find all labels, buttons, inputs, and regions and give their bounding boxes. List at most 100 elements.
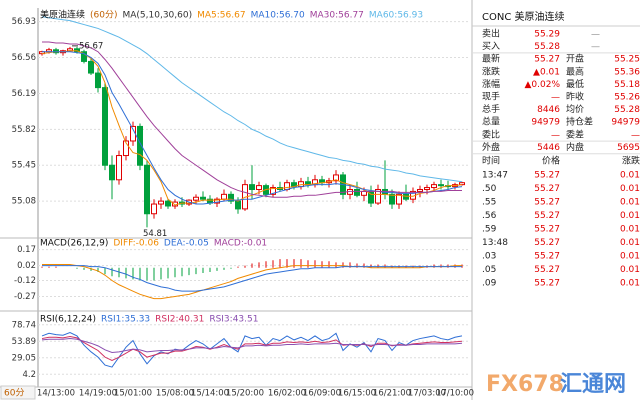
quote-value: 55.25 (614, 55, 640, 65)
legend-entry: MA60:56.93 (369, 11, 423, 21)
y-tick-label: 56.93 (12, 17, 36, 27)
candle-body (431, 184, 437, 189)
period-selector[interactable] (0, 385, 36, 400)
legend-entry: MA10:56.70 (251, 11, 305, 21)
candle-body (228, 193, 234, 202)
quote-value: 94979 (531, 118, 560, 128)
chart-subtitle: (60分) (90, 10, 117, 21)
candle-body (95, 72, 101, 89)
x-tick-label: 14/13:00 (37, 389, 75, 399)
candle-body (151, 203, 157, 215)
x-tick-label: 15/14:00 (191, 389, 229, 399)
x-tick-label: 17/03:00 (408, 389, 446, 399)
legend-entry: RSI3:43.51 (209, 315, 258, 325)
trade-time: 13:48 (482, 238, 508, 248)
quote-value: 55.29 (534, 30, 560, 40)
trade-time: .03 (482, 252, 496, 262)
trade-value: 0.01 (620, 211, 640, 221)
quote-label: 卖出 (482, 28, 500, 40)
quote-label: 均价 (566, 103, 584, 115)
candle-body (193, 196, 199, 201)
y-tick-label: 55.45 (12, 161, 36, 171)
trade-value: 0.01 (620, 198, 640, 208)
quote-label: 涨跌 (482, 66, 500, 77)
candle-body (81, 51, 87, 62)
candle-body (109, 164, 115, 181)
candle-body (424, 187, 430, 190)
trade-time: .05 (482, 265, 496, 275)
chart-title: MACD(26,12,9) (40, 239, 108, 249)
series-line (41, 332, 463, 368)
trade-value: 55.27 (534, 238, 560, 248)
legend-entry: RSI2:40.31 (155, 315, 204, 325)
trade-value: 55.27 (534, 171, 560, 181)
candle-body (375, 188, 381, 204)
candle-body (165, 200, 171, 207)
quote-label: 持仓差 (566, 116, 593, 128)
indicator-name: MA(5,10,30,60) (123, 11, 193, 21)
quote-value: ▲0.02% (524, 80, 560, 90)
candle-body (249, 184, 255, 190)
y-tick-label: 53.89 (12, 337, 36, 347)
quote-value: 5695 (617, 143, 640, 153)
trades-header: 涨跌 (622, 156, 640, 167)
quote-value: — (631, 130, 640, 140)
series-line (41, 16, 463, 183)
series-line (42, 51, 463, 205)
candle-body (214, 198, 220, 204)
candle-body (284, 182, 290, 190)
y-tick-label: 55.82 (12, 125, 36, 135)
candle-body (88, 60, 94, 74)
trade-time: 13:47 (482, 171, 508, 181)
trade-value: 0.01 (620, 225, 640, 235)
x-tick-label: 15/08:00 (156, 389, 194, 399)
quote-value: 94979 (611, 118, 640, 128)
series-line (42, 264, 462, 300)
candle-body (389, 193, 395, 205)
low-label: 54.81 (143, 229, 167, 239)
quote-value: — (551, 130, 560, 140)
y-tick-label: 78.74 (12, 320, 36, 330)
candle-body (459, 182, 465, 186)
period-label[interactable]: 60分 (4, 388, 24, 399)
trade-value: 55.27 (534, 211, 560, 221)
candle-body (102, 87, 108, 166)
legend-entry: DEA:-0.05 (164, 239, 209, 249)
trade-value: 0.01 (620, 265, 640, 275)
x-tick-label: 16/09:00 (303, 389, 341, 399)
legend-entry: MA30:56.77 (310, 11, 364, 21)
quote-label: 外盘 (482, 141, 500, 153)
candle-body (235, 200, 241, 210)
quote-label: 内盘 (566, 141, 584, 153)
quote-value: — (591, 42, 600, 52)
y-tick-label: 55.08 (12, 197, 36, 207)
trade-value: 0.01 (620, 171, 640, 181)
candle-body (200, 196, 206, 200)
x-tick-label: 15/20:00 (226, 389, 264, 399)
quote-label: 涨幅 (482, 78, 500, 90)
series-line (42, 41, 462, 198)
legend-entry: MA5:56.67 (197, 11, 245, 21)
quote-label: 最低 (566, 78, 584, 90)
quote-value: 55.18 (614, 80, 640, 90)
quote-value: — (591, 30, 600, 40)
quote-label: 最高 (566, 65, 584, 77)
candle-body (144, 164, 150, 215)
watermark: 汇通网 (560, 372, 626, 397)
trade-time: .09 (482, 279, 497, 289)
trade-value: 55.27 (534, 279, 560, 289)
candle-body (438, 184, 444, 187)
quote-label: 委差 (566, 128, 584, 140)
quote-value: 55.26 (614, 93, 640, 103)
candle-body (417, 188, 423, 192)
trade-time: .50 (482, 184, 497, 194)
legend-entry: MACD:-0.01 (214, 239, 267, 249)
x-tick-label: 16/15:00 (338, 389, 376, 399)
series-line (41, 336, 463, 362)
trade-value: 55.27 (534, 198, 560, 208)
quote-value: ▲0.01 (533, 67, 560, 77)
x-tick-label: 14/19:00 (79, 389, 117, 399)
trades-header: 时间 (482, 155, 500, 167)
